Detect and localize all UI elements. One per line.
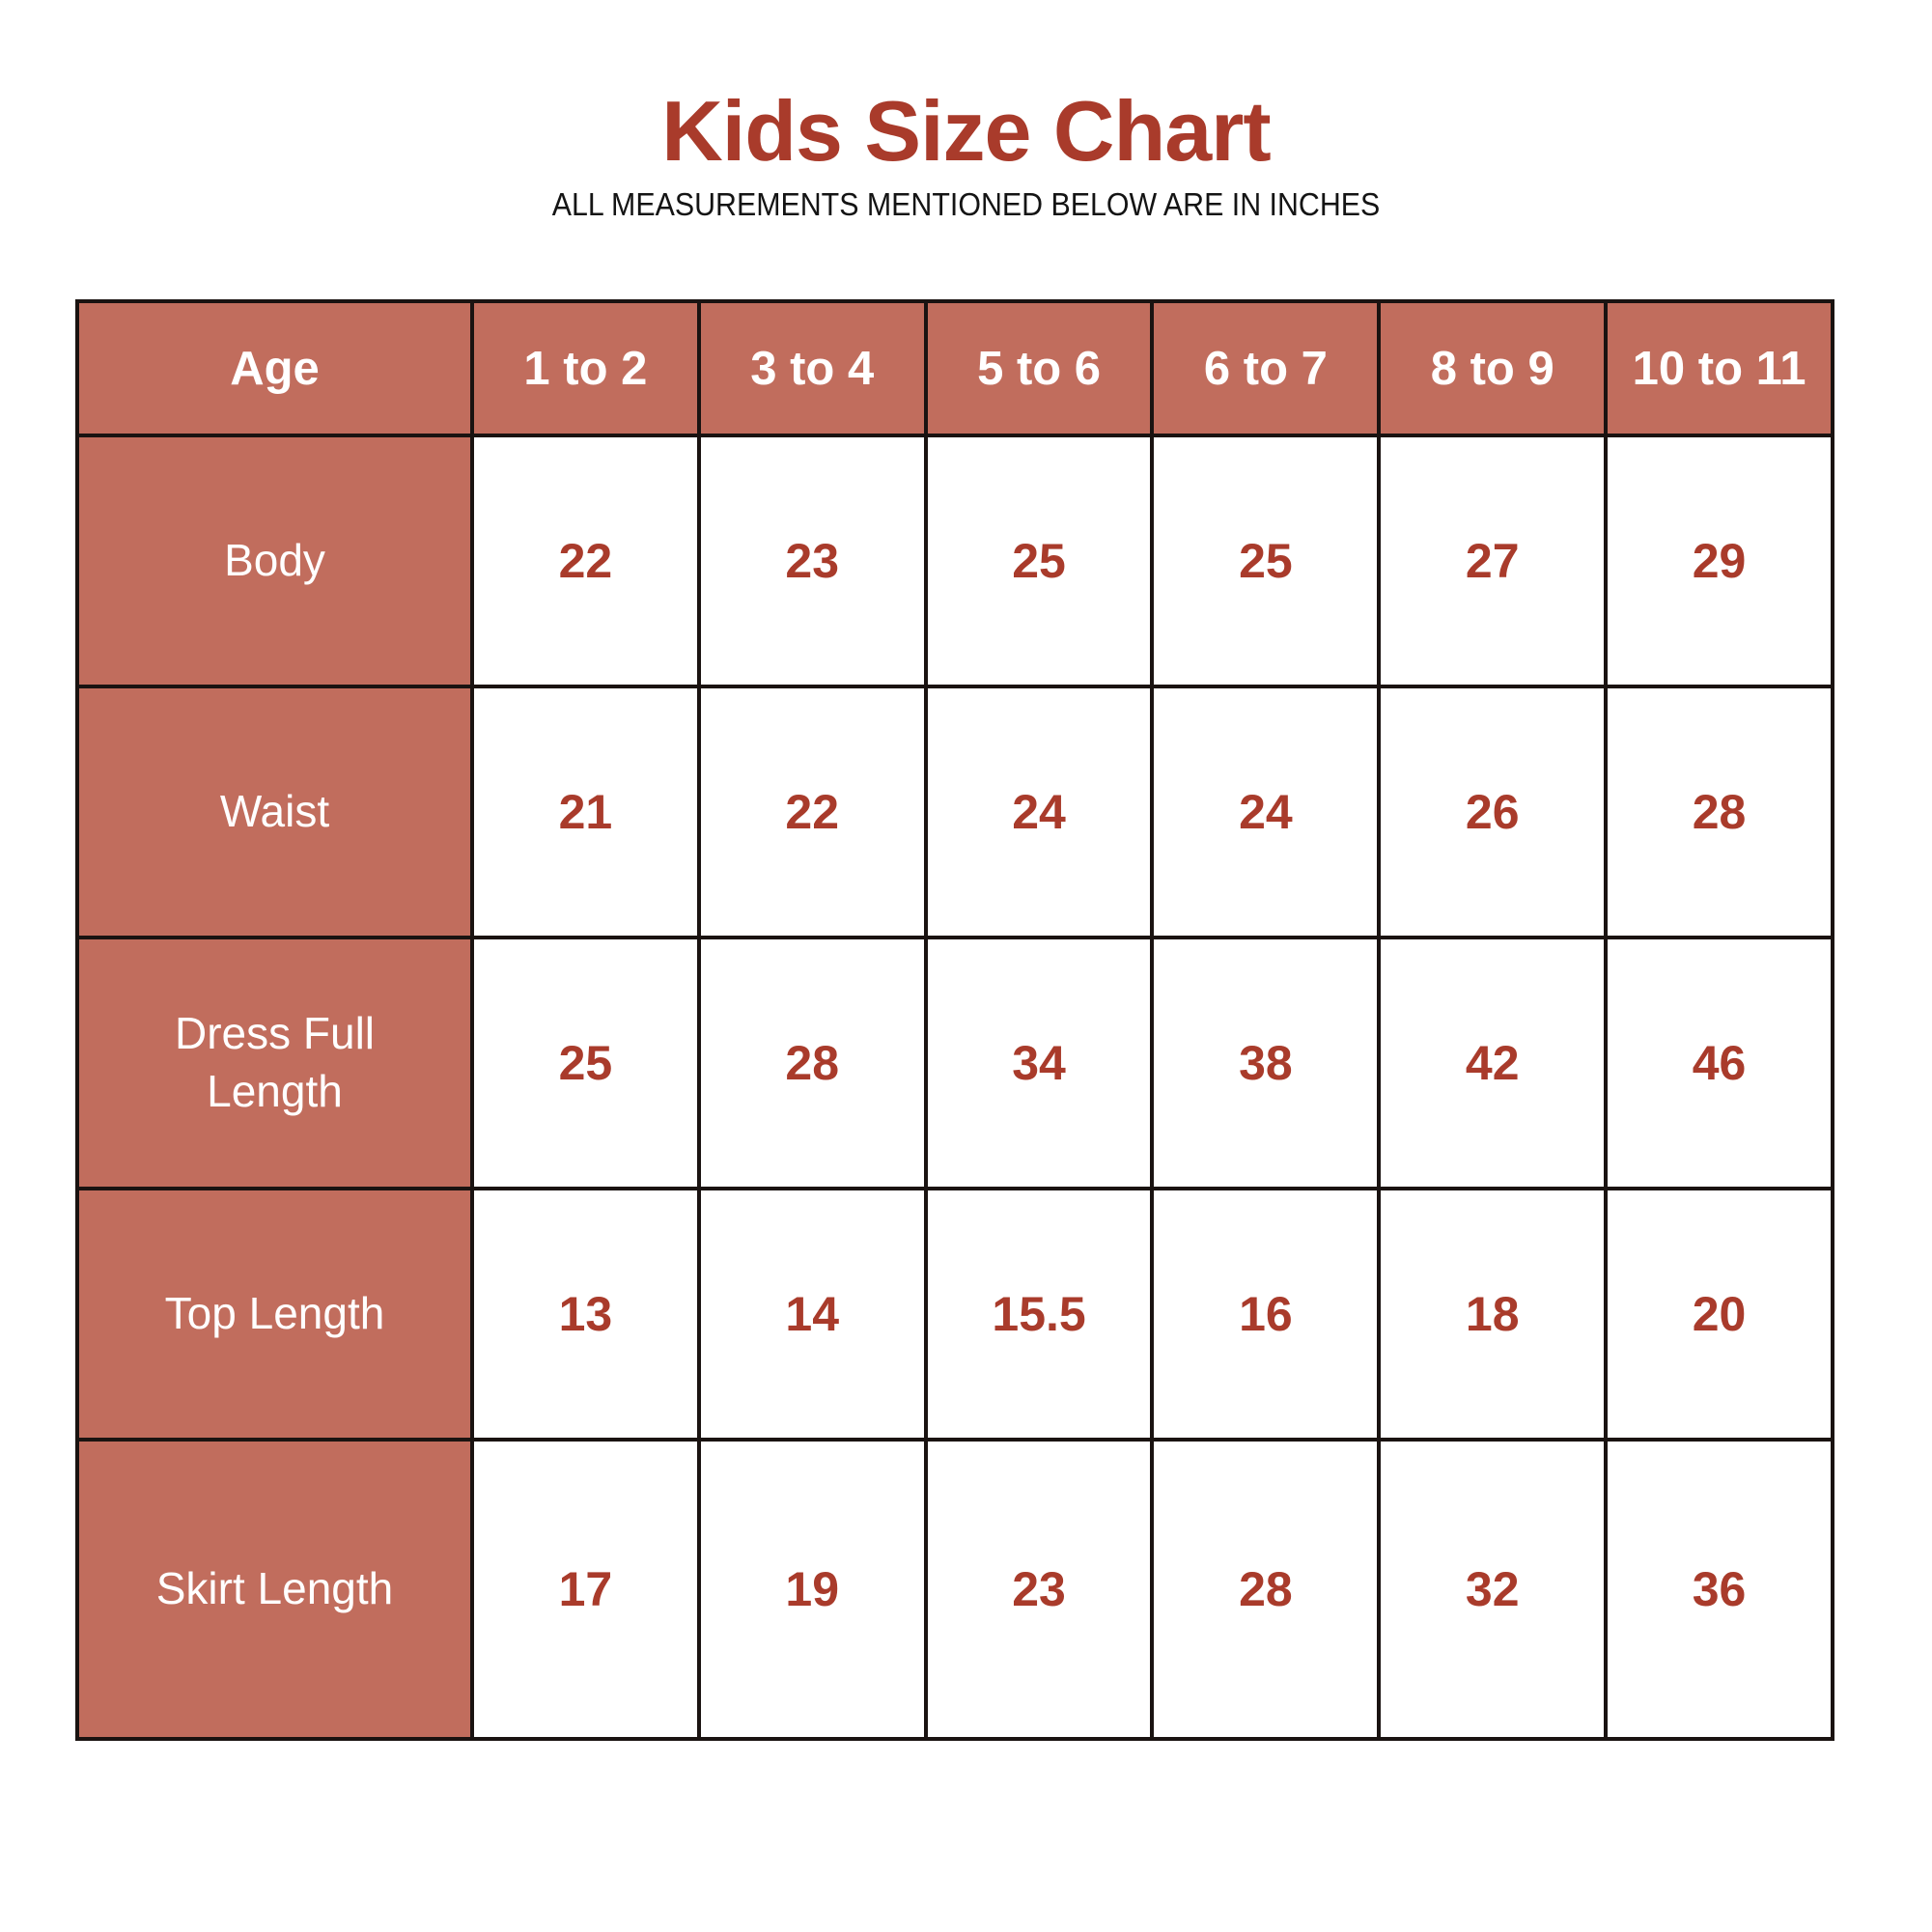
row-header-body: Body — [75, 434, 474, 688]
table-cell: 22 — [470, 434, 701, 688]
table-cell: 25 — [470, 936, 701, 1190]
table-cell: 27 — [1377, 434, 1609, 688]
table-cell: 13 — [470, 1187, 701, 1442]
table-cell: 38 — [1150, 936, 1382, 1190]
table-cell: 46 — [1604, 936, 1834, 1190]
table-row-body: Body 22 23 25 25 27 29 — [75, 434, 1834, 688]
table-cell: 28 — [696, 936, 928, 1190]
table-cell: 36 — [1604, 1438, 1834, 1741]
table-cell: 26 — [1377, 685, 1609, 939]
column-header-10-to-11: 10 to 11 — [1604, 299, 1834, 437]
table-cell: 16 — [1150, 1187, 1382, 1442]
column-header-6-to-7: 6 to 7 — [1150, 299, 1382, 437]
table-row-skirt-length: Skirt Length 17 19 23 28 32 36 — [75, 1438, 1834, 1741]
table-cell: 22 — [696, 685, 928, 939]
page-subtitle: ALL MEASUREMENTS MENTIONED BELOW ARE IN … — [551, 186, 1381, 222]
table-row-waist: Waist 21 22 24 24 26 28 — [75, 685, 1834, 939]
table-cell: 20 — [1604, 1187, 1834, 1442]
page-title: Kids Size Chart — [661, 83, 1271, 179]
table-cell: 15.5 — [923, 1187, 1155, 1442]
table-cell: 42 — [1377, 936, 1609, 1190]
table-cell: 18 — [1377, 1187, 1609, 1442]
size-chart-table: Age 1 to 2 3 to 4 5 to 6 6 to 7 8 to 9 1… — [75, 299, 1834, 1741]
column-header-8-to-9: 8 to 9 — [1377, 299, 1609, 437]
table-cell: 14 — [696, 1187, 928, 1442]
table-cell: 29 — [1604, 434, 1834, 688]
row-header-top-length: Top Length — [75, 1187, 474, 1442]
row-header-waist: Waist — [75, 685, 474, 939]
table-cell: 25 — [923, 434, 1155, 688]
table-header-row: Age 1 to 2 3 to 4 5 to 6 6 to 7 8 to 9 1… — [75, 299, 1834, 437]
column-header-3-to-4: 3 to 4 — [696, 299, 928, 437]
table-cell: 17 — [470, 1438, 701, 1741]
table-cell: 28 — [1150, 1438, 1382, 1741]
chart-header: Kids Size Chart ALL MEASUREMENTS MENTION… — [0, 89, 1932, 222]
row-header-dress-full-length: Dress Full Length — [75, 936, 474, 1190]
table-cell: 28 — [1604, 685, 1834, 939]
table-cell: 19 — [696, 1438, 928, 1741]
table-cell: 23 — [923, 1438, 1155, 1741]
table-cell: 25 — [1150, 434, 1382, 688]
table-row-top-length: Top Length 13 14 15.5 16 18 20 — [75, 1187, 1834, 1442]
table-row-dress-full-length: Dress Full Length 25 28 34 38 42 46 — [75, 936, 1834, 1190]
table-cell: 23 — [696, 434, 928, 688]
column-header-age: Age — [75, 299, 474, 437]
table-cell: 32 — [1377, 1438, 1609, 1741]
column-header-1-to-2: 1 to 2 — [470, 299, 701, 437]
row-header-skirt-length: Skirt Length — [75, 1438, 474, 1741]
table-cell: 34 — [923, 936, 1155, 1190]
table-cell: 24 — [1150, 685, 1382, 939]
table-cell: 21 — [470, 685, 701, 939]
column-header-5-to-6: 5 to 6 — [923, 299, 1155, 437]
table-cell: 24 — [923, 685, 1155, 939]
